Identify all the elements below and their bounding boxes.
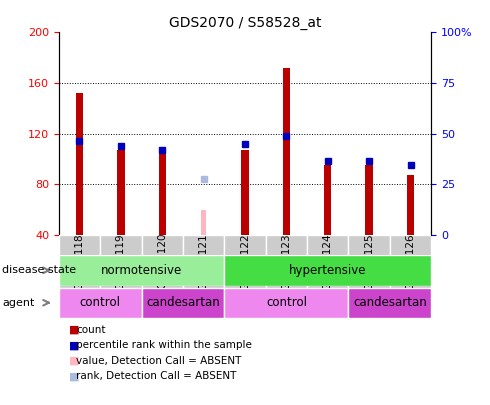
Text: GSM60118: GSM60118 [74,233,84,290]
Bar [100,235,142,288]
Bar [307,235,348,288]
Text: GSM60121: GSM60121 [198,233,209,290]
Bar [324,165,331,235]
Bar [59,255,224,286]
Text: normotensive: normotensive [101,264,182,277]
Text: control: control [80,296,121,309]
Text: GSM60123: GSM60123 [281,233,292,290]
Bar [266,235,307,288]
Text: GSM60126: GSM60126 [406,233,416,290]
Bar [241,150,249,235]
Bar [142,288,224,318]
Bar [59,235,100,288]
Text: ■: ■ [69,325,79,335]
Text: hypertensive: hypertensive [289,264,367,277]
Text: ■: ■ [69,341,79,350]
Title: GDS2070 / S58528_at: GDS2070 / S58528_at [169,16,321,30]
Text: GSM60125: GSM60125 [364,233,374,290]
Bar [59,288,142,318]
Bar [201,210,206,235]
Bar [224,288,348,318]
Text: rank, Detection Call = ABSENT: rank, Detection Call = ABSENT [76,371,236,381]
Bar [407,175,414,235]
Bar [142,235,183,288]
Text: GSM60122: GSM60122 [240,233,250,290]
Text: candesartan: candesartan [353,296,427,309]
Text: GSM60120: GSM60120 [157,233,167,290]
Text: percentile rank within the sample: percentile rank within the sample [76,341,252,350]
Text: GSM60119: GSM60119 [116,233,126,290]
Text: GSM60124: GSM60124 [323,233,333,290]
Text: control: control [266,296,307,309]
Bar [348,235,390,288]
Text: disease state: disease state [2,265,76,275]
Bar [348,288,431,318]
Text: ■: ■ [69,371,79,381]
Bar [224,235,266,288]
Bar [366,165,373,235]
Bar [283,68,290,235]
Bar [224,255,431,286]
Bar [390,235,431,288]
Bar [117,150,124,235]
Bar [76,93,83,235]
Text: count: count [76,325,105,335]
Text: candesartan: candesartan [146,296,220,309]
Text: agent: agent [2,298,35,308]
Bar [183,235,224,288]
Text: value, Detection Call = ABSENT: value, Detection Call = ABSENT [76,356,241,366]
Text: ■: ■ [69,356,79,366]
Bar [159,147,166,235]
